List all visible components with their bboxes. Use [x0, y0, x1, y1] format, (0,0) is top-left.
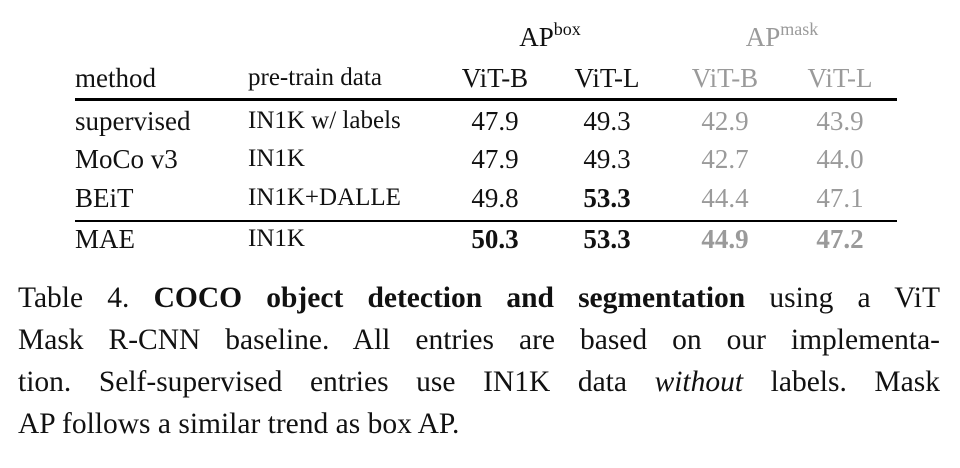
group-header: APbox [519, 19, 581, 55]
caption-line: Table 4. COCO object detection and segme… [18, 277, 940, 319]
table-cell: 47.9 [471, 144, 519, 174]
caption-text: labels. Mask [743, 366, 940, 398]
table-cell: IN1K w/ labels [248, 107, 401, 134]
table-cell: 49.8 [471, 183, 519, 213]
table-cell: IN1K [248, 225, 305, 252]
table-cell: IN1K+DALLE [248, 184, 401, 211]
caption-text: AP follows a similar trend as box AP. [18, 408, 460, 440]
caption-line: Mask R-CNN baseline. All entries are bas… [18, 319, 940, 361]
group-sup: mask [780, 19, 819, 39]
caption-text: tion. Self-supervised entries use IN1K d… [18, 366, 655, 398]
table-cell: 49.3 [583, 144, 631, 174]
table-cell: BEiT [75, 183, 134, 213]
table-cell: MoCo v3 [75, 144, 178, 174]
header-rule [75, 98, 897, 101]
table-cell: 53.3 [583, 183, 631, 213]
table-cell: IN1K [248, 145, 305, 172]
column-header: ViT-L [574, 63, 640, 93]
column-header: ViT-L [807, 63, 873, 93]
table-cell: 44.4 [701, 183, 749, 213]
column-header: ViT-B [461, 63, 529, 93]
group-label: AP [745, 22, 781, 52]
table-cell: MAE [75, 224, 135, 254]
table-cell: 42.9 [701, 106, 749, 136]
row-rule [75, 220, 897, 222]
caption-text: using a ViT [745, 282, 941, 314]
caption: Table 4. COCO object detection and segme… [18, 277, 940, 445]
table-cell: supervised [75, 106, 191, 136]
table-cell: 42.7 [701, 144, 749, 174]
caption-italic: without [654, 366, 744, 398]
group-label: AP [519, 22, 554, 52]
group-header: APmask [745, 19, 819, 55]
caption-text: Mask R-CNN baseline. All entries are bas… [18, 324, 940, 356]
table-cell: 47.1 [816, 183, 864, 213]
caption-line: tion. Self-supervised entries use IN1K d… [18, 361, 940, 403]
table-cell: 47.2 [816, 224, 864, 254]
caption-text: Table 4. [18, 282, 154, 314]
table-cell: 50.3 [471, 224, 519, 254]
table-cell: 44.0 [816, 144, 864, 174]
group-sup: box [553, 19, 581, 39]
table-cell: 47.9 [471, 106, 519, 136]
column-header: ViT-B [691, 63, 759, 93]
table-cell: 44.9 [701, 224, 749, 254]
column-header: method [75, 63, 156, 93]
caption-bold: COCO object detection and segmentation [153, 282, 746, 314]
column-header: pre-train data [248, 64, 382, 91]
caption-line: AP follows a similar trend as box AP. [18, 403, 940, 445]
table-cell: 43.9 [816, 106, 864, 136]
table-cell: 53.3 [583, 224, 631, 254]
table-cell: 49.3 [583, 106, 631, 136]
